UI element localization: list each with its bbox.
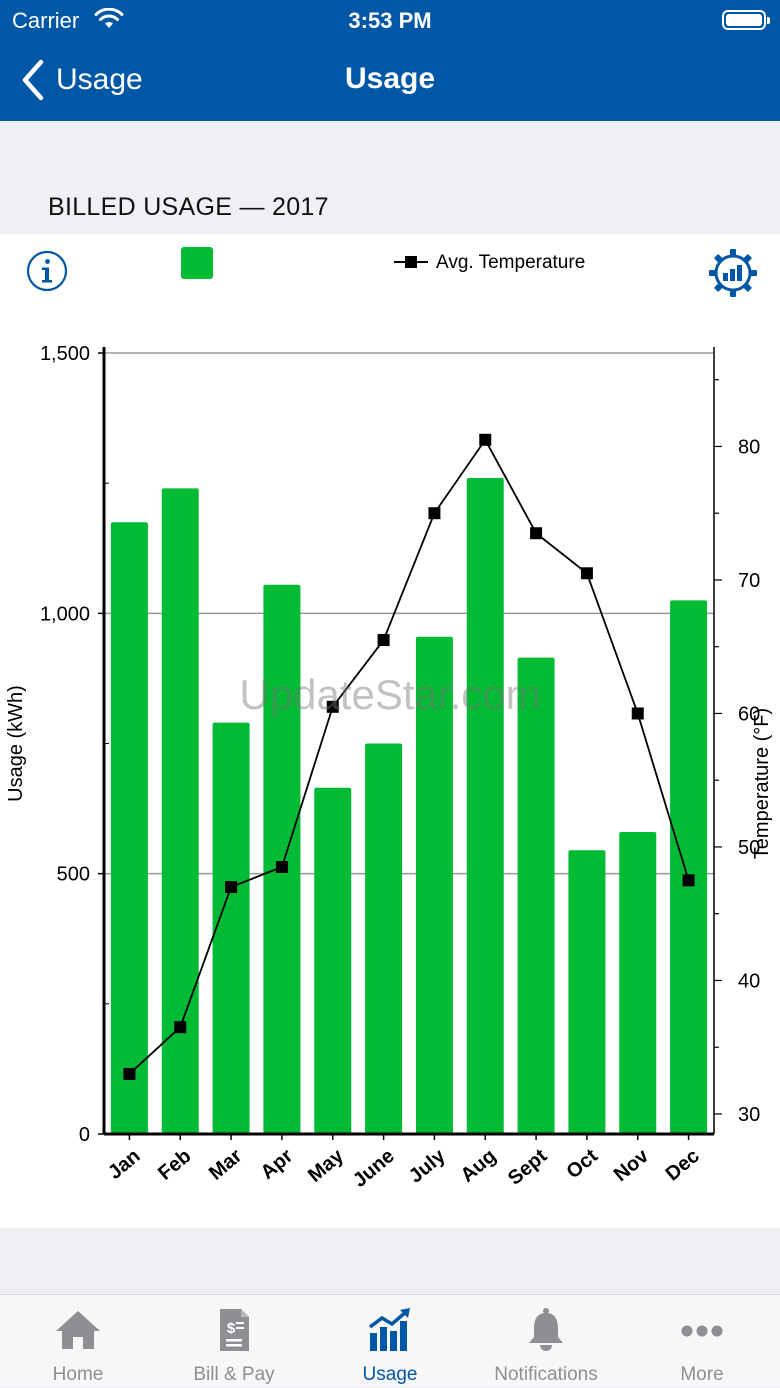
temperature-point: [377, 634, 390, 647]
tab-bar: Home $ Bill & Pay Usage: [0, 1294, 780, 1387]
chart-settings-icon[interactable]: [708, 248, 758, 298]
chevron-left-icon: [22, 59, 44, 101]
y2-tick-label: 60: [738, 703, 760, 725]
tab-label-more: More: [680, 1364, 724, 1385]
temperature-point: [174, 1021, 187, 1034]
temperature-point: [275, 860, 288, 873]
svg-text:$: $: [227, 1320, 236, 1337]
usage-bar: [314, 787, 352, 1134]
usage-bar: [568, 850, 606, 1134]
back-button[interactable]: Usage: [20, 58, 143, 102]
tab-bill-pay[interactable]: $ Bill & Pay: [156, 1295, 312, 1388]
temperature-legend-marker: [394, 256, 428, 268]
temperature-point: [428, 507, 441, 520]
x-tick-label: Nov: [610, 1144, 654, 1186]
y-axis-title: Usage (kWh): [5, 685, 27, 802]
x-tick-label: Jan: [104, 1145, 145, 1184]
usage-bar: [415, 636, 453, 1134]
usage-bar: [619, 832, 657, 1134]
temperature-point: [225, 881, 238, 894]
y2-tick-label: 30: [738, 1104, 760, 1126]
y-tick-label: 500: [57, 864, 90, 886]
temperature-point: [326, 700, 339, 713]
more-dots-icon: [681, 1325, 723, 1337]
usage-bar: [365, 743, 403, 1134]
carrier-label: Carrier: [12, 8, 80, 33]
clock: 3:53 PM: [348, 8, 432, 33]
usage-chart-card: 0 500 1,000 1,500 30 40 50 60 70 80 Usage (kWh) Tem…: [0, 234, 780, 1228]
usage-chart: 0 500 1,000 1,500 30 40 50 60 70 80 Usage (kWh) Tem…: [5, 343, 773, 1192]
y2-axis-title: Temperature (°F): [751, 708, 773, 859]
usage-legend-swatch: [181, 247, 213, 279]
y2-tick-label: 40: [738, 970, 760, 992]
info-icon[interactable]: [26, 250, 68, 292]
x-tick-label: Feb: [154, 1145, 195, 1185]
temperature-point: [631, 707, 644, 720]
bell-icon: [529, 1308, 563, 1351]
navigation-bar: Usage Usage: [0, 40, 780, 121]
temperature-point: [123, 1067, 136, 1080]
usage-bar: [670, 600, 708, 1134]
temperature-point: [580, 567, 593, 580]
x-tick-label: Mar: [205, 1145, 247, 1185]
section-title: BILLED USAGE — 2017: [48, 193, 329, 221]
usage-bar: [466, 477, 504, 1134]
y2-tick-label: 70: [738, 570, 760, 592]
temperature-point: [479, 433, 492, 446]
x-tick-label: Apr: [257, 1145, 298, 1184]
tab-more[interactable]: More: [624, 1295, 780, 1388]
status-bar: Carrier 3:53 PM: [0, 0, 780, 40]
usage-bar: [161, 488, 199, 1134]
x-tick-label: May: [304, 1144, 349, 1186]
temperature-legend-label: Avg. Temperature: [436, 252, 586, 273]
temperature-point: [530, 527, 543, 540]
y-tick-label: 0: [79, 1124, 90, 1146]
tab-label-bill-pay: Bill & Pay: [193, 1364, 275, 1385]
y-tick-label: 1,500: [40, 343, 90, 365]
x-tick-label: Aug: [457, 1145, 501, 1187]
tab-label-home: Home: [52, 1364, 104, 1385]
back-label: Usage: [56, 63, 143, 96]
x-tick-label: Dec: [662, 1145, 704, 1185]
usage-bar: [110, 522, 148, 1134]
tab-label-notifications: Notifications: [494, 1364, 598, 1385]
battery-icon: [722, 10, 770, 30]
x-tick-label: Oct: [562, 1145, 602, 1184]
temperature-point: [682, 874, 695, 887]
y2-tick-label: 50: [738, 837, 760, 859]
tab-label-usage: Usage: [362, 1364, 418, 1385]
bill-icon: $: [220, 1309, 249, 1351]
section-header: BILLED USAGE — 2017: [0, 121, 780, 234]
wifi-icon: [94, 8, 124, 28]
temperature-line: [128, 438, 690, 1075]
y-tick-label: 1,000: [40, 603, 90, 625]
x-tick-label: July: [405, 1144, 450, 1187]
x-tick-label: June: [349, 1145, 399, 1192]
usage-bar: [517, 657, 555, 1134]
y2-tick-label: 80: [738, 436, 760, 458]
usage-bar: [212, 722, 250, 1134]
usage-bar: [263, 584, 301, 1134]
tab-usage[interactable]: Usage: [312, 1295, 468, 1388]
tab-home[interactable]: Home: [0, 1295, 156, 1388]
home-icon: [56, 1311, 100, 1349]
x-tick-label: Sept: [504, 1145, 552, 1190]
usage-chart-icon: [368, 1308, 410, 1351]
tab-notifications[interactable]: Notifications: [468, 1295, 624, 1388]
